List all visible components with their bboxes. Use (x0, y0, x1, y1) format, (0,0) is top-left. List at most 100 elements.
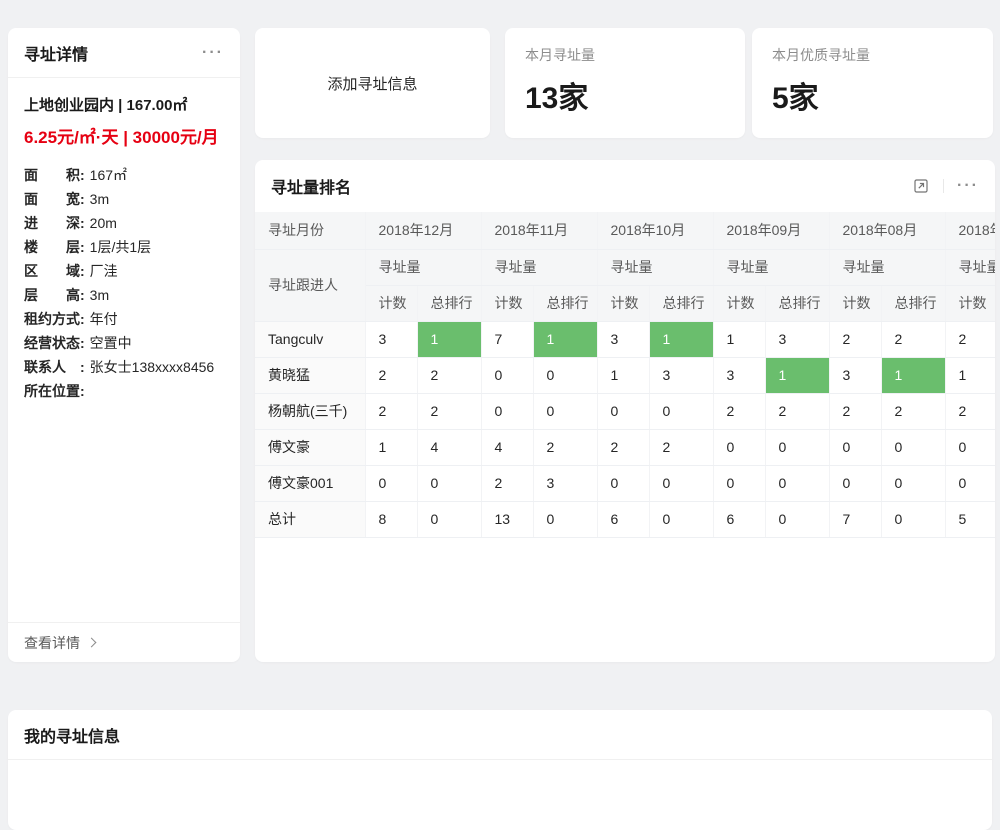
count-cell: 0 (481, 357, 534, 394)
count-cell: 0 (365, 465, 418, 502)
count-header: 计数 (365, 285, 418, 322)
rank-cell: 2 (765, 393, 830, 430)
person-cell: 傅文豪 (255, 429, 366, 466)
count-cell: 0 (597, 393, 650, 430)
view-details-link[interactable]: 查看详情 (8, 622, 240, 662)
count-header: 计数 (597, 285, 650, 322)
field-label: 租约方式: (24, 311, 85, 327)
property-name: 上地创业园内 | 167.00㎡ (24, 97, 188, 114)
my-site-info-title: 我的寻址信息 (24, 728, 121, 746)
rank-cell: 3 (765, 321, 830, 358)
count-cell: 0 (945, 429, 995, 466)
count-cell: 3 (829, 357, 882, 394)
metric-header: 寻址量 (713, 249, 830, 286)
ranking-table: 寻址月份 2018年12月 2018年11月 2018年10月 2018年09月 2018… (255, 212, 995, 538)
rank-cell: 0 (765, 501, 830, 538)
month-header: 2018年09月 (713, 212, 830, 250)
rank-cell: 0 (649, 465, 714, 502)
table-row: 杨朝航(三千) 2 2 0 0 0 0 2 2 2 2 2 (255, 393, 995, 430)
monthly-site-count-card: 本月寻址量 13家 (505, 28, 745, 138)
rank-cell: 0 (649, 393, 714, 430)
person-col-header: 寻址跟进人 (255, 249, 366, 322)
count-cell: 3 (365, 321, 418, 358)
rank-cell: 2 (649, 429, 714, 466)
rank-cell: 2 (417, 393, 482, 430)
rank-cell: 1 (649, 321, 714, 358)
rank-cell: 2 (417, 357, 482, 394)
table-header-row-metric: 寻址跟进人寻址量寻址量寻址量寻址量寻址量寻址量 (255, 249, 995, 322)
rank-cell: 2 (881, 321, 946, 358)
count-cell: 0 (945, 465, 995, 502)
field-value: 3m (89, 191, 110, 207)
rank-header: 总排行 (765, 285, 830, 322)
count-cell: 4 (481, 429, 534, 466)
count-header: 计数 (829, 285, 882, 322)
count-header: 计数 (481, 285, 534, 322)
table-row: 傅文豪001 0 0 2 3 0 0 0 0 0 0 0 (255, 465, 995, 502)
metric-header: 寻址量 (597, 249, 714, 286)
person-cell: Tangculv (255, 321, 366, 358)
field-label: 所在位置: (24, 383, 85, 399)
detail-card-title: 寻址详情 (24, 46, 89, 64)
field-label: 面 宽: (24, 191, 85, 207)
field-label: 联系人 : (24, 359, 85, 375)
field-label: 面 积: (24, 167, 85, 183)
export-icon[interactable] (912, 177, 930, 195)
chevron-right-icon (86, 637, 97, 648)
view-details-label: 查看详情 (24, 634, 80, 651)
field-label: 区 域: (24, 263, 85, 279)
rank-cell: 0 (417, 501, 482, 538)
field-value: 厂洼 (89, 263, 118, 279)
person-cell: 杨朝航(三千) (255, 393, 366, 430)
site-detail-card: 寻址详情 ··· 上地创业园内 | 167.00㎡ 6.25元/㎡·天 | 30… (8, 28, 240, 662)
more-icon[interactable]: ··· (202, 43, 224, 61)
monthly-quality-site-count-card: 本月优质寻址量 5家 (752, 28, 993, 138)
field-label: 经营状态: (24, 335, 85, 351)
more-icon[interactable]: ··· (957, 177, 979, 194)
month-header: 2018年07月 (945, 212, 995, 250)
count-cell: 7 (829, 501, 882, 538)
count-cell: 6 (597, 501, 650, 538)
count-cell: 2 (713, 393, 766, 430)
property-price: 6.25元/㎡·天 | 30000元/月 (24, 128, 219, 147)
add-site-info-button[interactable]: 添加寻址信息 (255, 28, 490, 138)
rank-cell: 1 (417, 321, 482, 358)
detail-field-row: 楼 层: 1层/共1层 (24, 235, 224, 259)
count-cell: 0 (829, 429, 882, 466)
count-cell: 0 (713, 465, 766, 502)
rank-cell: 0 (533, 357, 598, 394)
field-value: 年付 (89, 311, 118, 327)
ranking-table-title: 寻址量排名 (271, 180, 352, 197)
rank-cell: 4 (417, 429, 482, 466)
count-cell: 0 (597, 465, 650, 502)
count-cell: 1 (945, 357, 995, 394)
rank-cell: 3 (649, 357, 714, 394)
table-row: 傅文豪 1 4 4 2 2 2 0 0 0 0 0 (255, 429, 995, 466)
my-site-info-card: 我的寻址信息 (8, 710, 992, 830)
count-cell: 2 (365, 393, 418, 430)
ranking-table-scroll-area[interactable]: 寻址月份 2018年12月 2018年11月 2018年10月 2018年09月 2018… (255, 212, 995, 538)
rank-cell: 1 (533, 321, 598, 358)
table-header-row-months: 寻址月份 2018年12月 2018年11月 2018年10月 2018年09月 2018… (255, 212, 995, 250)
month-header: 2018年10月 (597, 212, 714, 250)
count-cell: 1 (597, 357, 650, 394)
rank-header: 总排行 (417, 285, 482, 322)
ranking-table-actions: ··· (912, 177, 979, 195)
rank-cell: 0 (649, 501, 714, 538)
rank-cell: 1 (765, 357, 830, 394)
detail-field-row: 面 积: 167㎡ (24, 163, 224, 187)
field-value: 张女士138xxxx8456 (89, 359, 215, 375)
rank-cell: 2 (881, 393, 946, 430)
detail-field-row: 租约方式: 年付 (24, 307, 224, 331)
monthly-site-count-value: 13家 (525, 82, 589, 115)
count-cell: 1 (713, 321, 766, 358)
rank-header: 总排行 (649, 285, 714, 322)
table-row: Tangculv 3 1 7 1 3 1 1 3 2 2 2 (255, 321, 995, 358)
rank-cell: 0 (881, 501, 946, 538)
detail-card-body: 上地创业园内 | 167.00㎡ 6.25元/㎡·天 | 30000元/月 面 … (8, 78, 240, 622)
count-cell: 13 (481, 501, 534, 538)
actions-divider (943, 179, 945, 193)
field-value: 1层/共1层 (89, 239, 152, 255)
rank-cell: 0 (765, 429, 830, 466)
rank-cell: 2 (533, 429, 598, 466)
